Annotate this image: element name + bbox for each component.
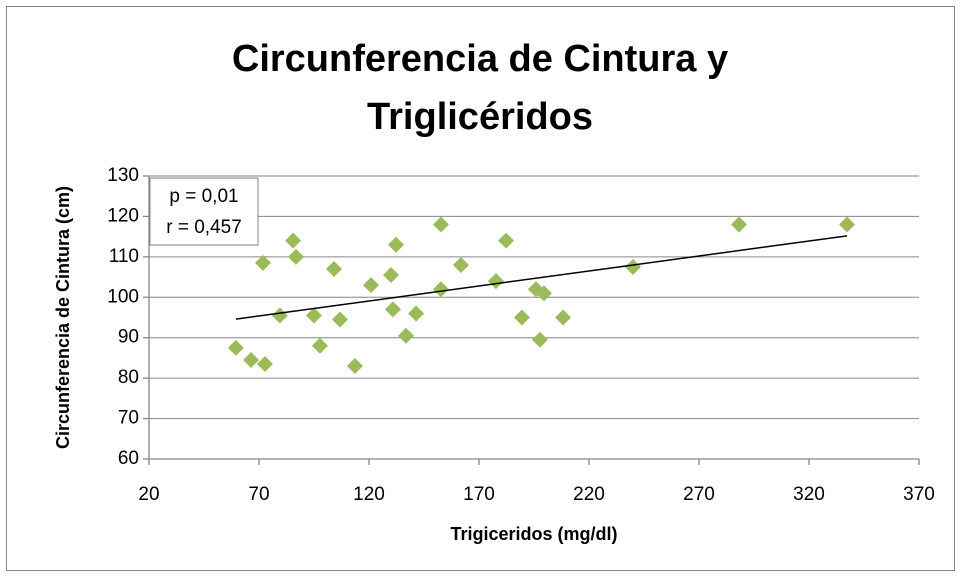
marker bbox=[625, 258, 641, 275]
y-tick-label: 70 bbox=[118, 408, 139, 429]
marker bbox=[731, 216, 748, 233]
y-tick-label: 130 bbox=[107, 165, 139, 186]
marker bbox=[331, 311, 348, 328]
y-tick-label: 60 bbox=[118, 448, 139, 469]
annotation: r = 0,457 bbox=[166, 217, 242, 238]
y-tick-label: 110 bbox=[109, 246, 139, 267]
marker bbox=[487, 273, 504, 290]
x-tick-label: 70 bbox=[248, 484, 269, 505]
marker bbox=[531, 331, 548, 348]
marker bbox=[498, 232, 515, 249]
x-tick-label: 370 bbox=[903, 484, 935, 505]
y-tick-label: 80 bbox=[118, 367, 139, 388]
x-tick-label: 320 bbox=[793, 484, 825, 505]
marker bbox=[362, 277, 379, 294]
marker bbox=[285, 232, 302, 249]
marker bbox=[452, 256, 469, 273]
marker bbox=[384, 301, 401, 318]
x-tick-label: 220 bbox=[573, 484, 605, 505]
marker bbox=[397, 327, 414, 344]
marker bbox=[432, 281, 449, 298]
marker bbox=[432, 216, 449, 233]
marker bbox=[408, 305, 425, 322]
marker bbox=[383, 267, 399, 284]
trendline bbox=[235, 235, 848, 320]
chart-title: Circunferencia de Cintura y Triglicérido… bbox=[231, 38, 729, 138]
marker bbox=[535, 285, 552, 302]
x-axis-label: Trigiceridos (mg/dl) bbox=[450, 524, 617, 544]
marker bbox=[326, 260, 343, 277]
y-axis-label: Circunferencia de Cintura (cm) bbox=[53, 186, 73, 449]
marker bbox=[254, 254, 271, 271]
x-tick-label: 120 bbox=[353, 484, 385, 505]
y-tick-label: 100 bbox=[107, 286, 139, 307]
x-tick-label: 20 bbox=[138, 484, 159, 505]
annotation-box bbox=[149, 177, 259, 246]
x-tick-label: 270 bbox=[683, 484, 715, 505]
annotation: p = 0,01 bbox=[169, 186, 238, 207]
marker bbox=[243, 351, 260, 368]
marker bbox=[513, 309, 530, 326]
marker bbox=[388, 236, 405, 253]
marker bbox=[346, 358, 363, 375]
chart-border bbox=[6, 6, 955, 571]
marker bbox=[306, 307, 322, 324]
marker bbox=[311, 337, 328, 354]
marker bbox=[227, 339, 244, 356]
x-tick-label: 170 bbox=[463, 484, 495, 505]
marker bbox=[287, 248, 304, 265]
marker bbox=[256, 355, 273, 372]
y-tick-label: 90 bbox=[118, 327, 139, 348]
marker bbox=[271, 307, 288, 324]
marker bbox=[555, 309, 572, 326]
y-tick-label: 120 bbox=[107, 205, 139, 226]
marker bbox=[839, 216, 856, 233]
